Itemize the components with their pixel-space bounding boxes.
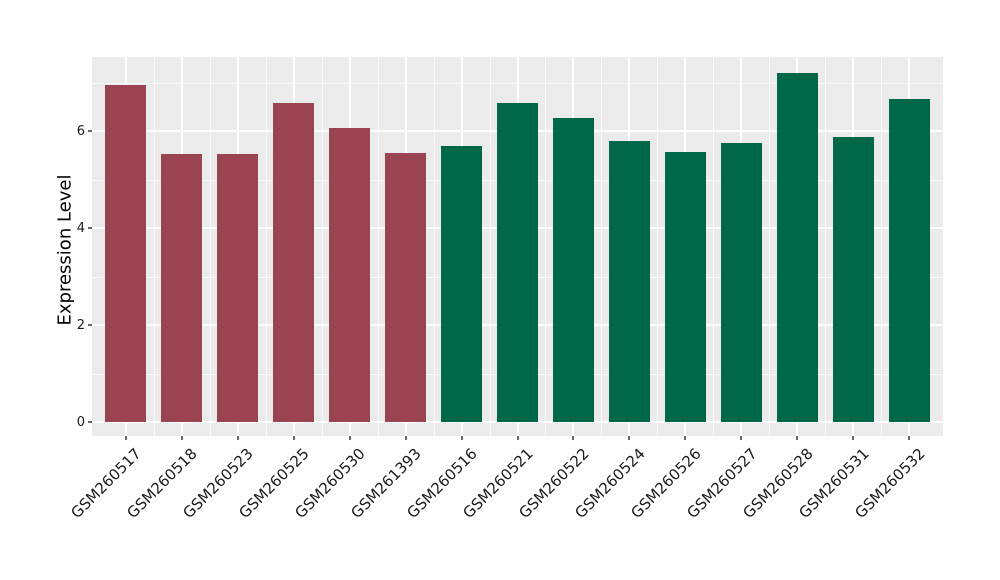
v-gridline-minor xyxy=(265,57,267,436)
v-gridline-minor xyxy=(321,57,323,436)
v-gridline-minor xyxy=(433,57,435,436)
y-tick-mark xyxy=(88,421,92,423)
y-tick-label: 0 xyxy=(76,415,85,430)
y-tick-label: 2 xyxy=(76,318,85,333)
v-gridline-minor xyxy=(769,57,771,436)
x-tick-mark xyxy=(404,436,407,440)
v-gridline-minor xyxy=(825,57,827,436)
x-tick-mark xyxy=(684,436,687,440)
v-gridline-minor xyxy=(377,57,379,436)
bar-GSM260525 xyxy=(273,102,315,422)
x-tick-mark xyxy=(628,436,631,440)
v-gridline-minor xyxy=(601,57,603,436)
bar-GSM260527 xyxy=(720,143,762,422)
x-tick-mark xyxy=(572,436,575,440)
bar-GSM260524 xyxy=(608,141,650,422)
v-gridline-minor xyxy=(713,57,715,436)
x-tick-mark xyxy=(236,436,239,440)
bar-GSM261393 xyxy=(385,152,427,422)
x-tick-mark xyxy=(348,436,351,440)
x-tick-mark xyxy=(796,436,799,440)
bar-GSM260518 xyxy=(161,153,203,422)
x-tick-mark xyxy=(908,436,911,440)
y-tick-label: 6 xyxy=(76,124,85,139)
v-gridline-minor xyxy=(657,57,659,436)
x-tick-mark xyxy=(740,436,743,440)
x-tick-mark xyxy=(124,436,127,440)
bar-GSM260530 xyxy=(329,127,371,422)
bar-GSM260526 xyxy=(664,151,706,422)
bar-GSM260521 xyxy=(497,102,538,422)
plot-panel xyxy=(92,57,943,436)
bar-GSM260522 xyxy=(552,117,594,422)
x-tick-mark xyxy=(516,436,519,440)
x-tick-mark xyxy=(292,436,295,440)
bar-GSM260517 xyxy=(105,84,147,422)
y-axis-title: Expression Level xyxy=(54,174,76,326)
v-gridline-minor xyxy=(489,57,491,436)
y-tick-mark xyxy=(88,324,92,326)
bar-GSM260516 xyxy=(441,145,482,422)
v-gridline-minor xyxy=(545,57,547,436)
x-tick-mark xyxy=(460,436,463,440)
v-gridline-minor xyxy=(881,57,883,436)
y-tick-mark xyxy=(88,227,92,229)
x-tick-mark xyxy=(852,436,855,440)
y-tick-mark xyxy=(88,130,92,132)
x-tick-mark xyxy=(180,436,183,440)
v-gridline-minor xyxy=(209,57,211,436)
bar-GSM260523 xyxy=(217,153,259,422)
bar-GSM260532 xyxy=(888,98,930,422)
y-tick-label: 4 xyxy=(76,221,85,236)
bar-GSM260531 xyxy=(832,136,874,422)
v-gridline-minor xyxy=(153,57,155,436)
bar-GSM260528 xyxy=(776,72,818,422)
